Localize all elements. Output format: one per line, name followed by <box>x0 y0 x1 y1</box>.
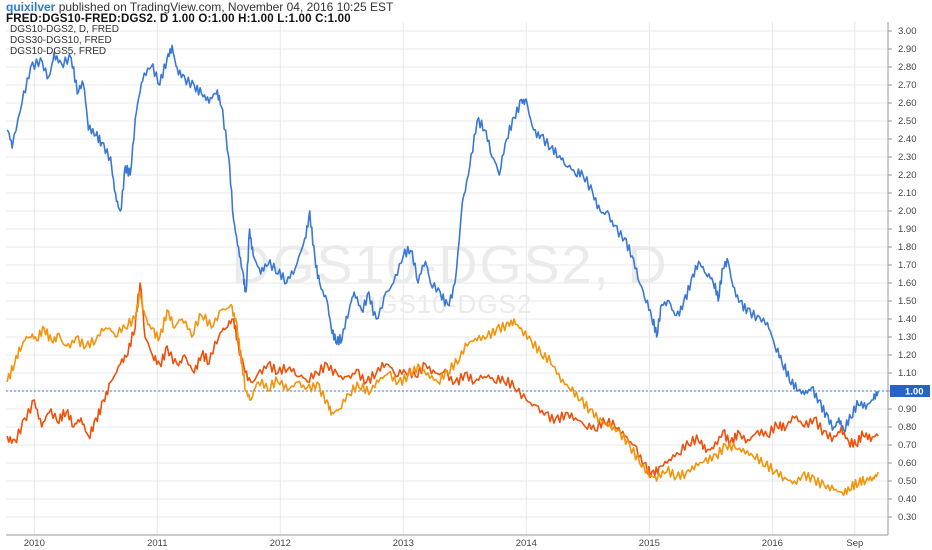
chart-series <box>6 44 879 497</box>
y-tick-label: 0.40 <box>898 494 917 505</box>
y-tick-label: 0.30 <box>898 512 917 523</box>
y-tick-label: 0.90 <box>898 404 917 415</box>
x-axis-ticks[interactable]: 2010 2011 2012 2013 2014 2015 2016 Sep <box>24 538 864 549</box>
y-tick-label: 1.50 <box>898 296 917 307</box>
current-value-label: 1.00 <box>905 387 924 398</box>
series-line-3 <box>6 291 879 497</box>
y-tick-label: 1.70 <box>898 260 917 271</box>
x-tick-label: 2015 <box>639 538 660 549</box>
y-tick-label: 2.60 <box>898 98 917 109</box>
current-value-badge: 1.00 <box>890 385 930 398</box>
y-tick-label: 0.50 <box>898 476 917 487</box>
y-tick-label: 2.70 <box>898 80 917 91</box>
x-tick-label: 2011 <box>147 538 167 549</box>
y-tick-label: 1.80 <box>898 242 917 253</box>
y-tick-label: 1.60 <box>898 278 917 289</box>
y-tick-label: 2.30 <box>898 152 917 163</box>
chart-watermark: DGS10-DGS2, D DGS10-DGS2 <box>231 235 666 319</box>
y-tick-label: 2.10 <box>898 188 917 199</box>
y-tick-label: 2.20 <box>898 170 917 181</box>
y-tick-label: 0.80 <box>898 422 917 433</box>
legend-item-1[interactable]: DGS10-DGS2, D, FRED <box>10 24 119 35</box>
x-tick-label: 2014 <box>516 538 537 549</box>
y-tick-label: 2.80 <box>898 62 917 73</box>
chart-legend[interactable]: DGS10-DGS2, D, FRED DGS30-DGS10, FRED DG… <box>10 24 119 57</box>
publish-info: published on TradingView.com, November 0… <box>58 0 394 14</box>
y-axis-ticks[interactable]: 3.00 2.90 2.80 2.70 2.60 2.50 2.40 2.30 2.20 2.10… <box>888 26 917 523</box>
y-tick-label: 2.00 <box>898 206 917 217</box>
author-link[interactable]: quixilver <box>6 0 56 14</box>
series-line-1 <box>6 44 879 433</box>
x-tick-label: 2010 <box>24 538 45 549</box>
x-tick-label: 2012 <box>270 538 291 549</box>
y-tick-label: 1.40 <box>898 314 917 325</box>
x-tick-label: 2016 <box>762 538 783 549</box>
y-tick-label: 2.90 <box>898 44 917 55</box>
x-tick-label: Sep <box>846 538 863 549</box>
y-tick-label: 2.50 <box>898 116 917 127</box>
attribution-line: quixilver published on TradingView.com, … <box>6 0 393 14</box>
y-tick-label: 1.30 <box>898 332 917 343</box>
chart-grid <box>6 22 888 535</box>
y-tick-label: 2.40 <box>898 134 917 145</box>
legend-item-2[interactable]: DGS30-DGS10, FRED <box>10 35 112 46</box>
series-line-2 <box>6 282 879 478</box>
y-tick-label: 0.60 <box>898 458 917 469</box>
legend-item-3[interactable]: DGS10-DGS5, FRED <box>10 46 106 57</box>
x-tick-label: 2013 <box>393 538 414 549</box>
y-tick-label: 3.00 <box>898 26 917 37</box>
y-tick-label: 1.10 <box>898 368 917 379</box>
y-tick-label: 1.90 <box>898 224 917 235</box>
y-tick-label: 0.70 <box>898 440 917 451</box>
y-tick-label: 1.20 <box>898 350 917 361</box>
